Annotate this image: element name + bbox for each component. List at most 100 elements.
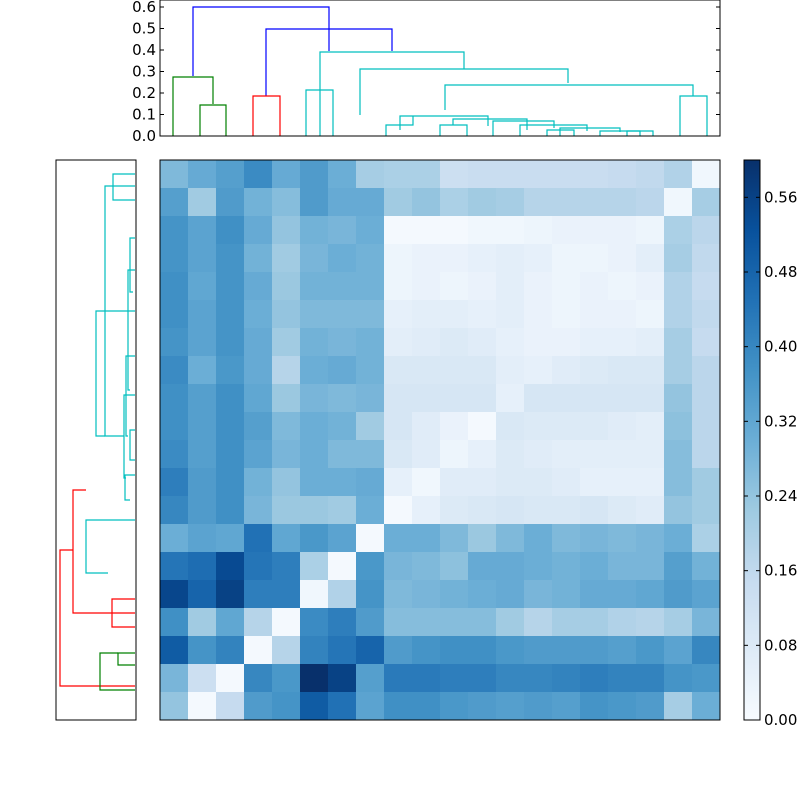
heatmap-cell [524, 216, 553, 245]
heatmap-cell [552, 356, 581, 385]
heatmap-cell [552, 412, 581, 441]
heatmap-cell [300, 496, 329, 525]
heatmap-cell [496, 328, 525, 357]
heatmap-cell [468, 244, 497, 273]
heatmap-cell [356, 636, 385, 665]
heatmap-cell [356, 160, 385, 189]
dendrogram-link [127, 269, 135, 391]
heatmap-cell [524, 636, 553, 665]
heatmap-cell [328, 244, 357, 273]
heatmap-cell [580, 356, 609, 385]
heatmap-cell [356, 244, 385, 273]
heatmap-cell [356, 440, 385, 469]
heatmap-cell [468, 216, 497, 245]
heatmap-cell [272, 356, 301, 385]
heatmap-cell [496, 692, 525, 721]
heatmap-cell [580, 160, 609, 189]
heatmap-cell [188, 300, 217, 329]
heatmap-cell [496, 216, 525, 245]
heatmap-cell [300, 384, 329, 413]
heatmap-cell [580, 496, 609, 525]
heatmap-cell [496, 496, 525, 525]
dendrogram-link [95, 310, 135, 437]
heatmap-cell [160, 664, 189, 693]
heatmap-cell [580, 636, 609, 665]
heatmap-cell [692, 160, 721, 189]
heatmap-cell [356, 356, 385, 385]
heatmap-cell [468, 496, 497, 525]
heatmap-cell [552, 328, 581, 357]
heatmap-cell [468, 552, 497, 581]
heatmap-cell [272, 328, 301, 357]
heatmap-cell [300, 216, 329, 245]
heatmap-cell [328, 356, 357, 385]
heatmap-cell [636, 384, 665, 413]
heatmap-cell [328, 524, 357, 553]
heatmap-cell [664, 412, 693, 441]
heatmap-cell [188, 188, 217, 217]
heatmap-cell [440, 272, 469, 301]
heatmap-cell [636, 300, 665, 329]
heatmap-cell [384, 440, 413, 469]
heatmap-cell [524, 244, 553, 273]
heatmap-cell [356, 412, 385, 441]
heatmap-cell [692, 524, 721, 553]
heatmap-cell [384, 244, 413, 273]
heatmap-cell [524, 552, 553, 581]
dendrogram-tick-label: 0.6 [132, 0, 156, 16]
heatmap-cell [580, 692, 609, 721]
heatmap-cell [608, 664, 637, 693]
heatmap-cell [468, 468, 497, 497]
dendrogram-tick-label: 0.5 [132, 20, 156, 38]
heatmap-cell [440, 524, 469, 553]
heatmap-cell [160, 692, 189, 721]
heatmap-cell [244, 524, 273, 553]
heatmap-cell [216, 608, 245, 637]
heatmap-cell [496, 356, 525, 385]
heatmap-cell [328, 440, 357, 469]
heatmap-cell [524, 412, 553, 441]
heatmap-cell [524, 160, 553, 189]
dendrogram-link [112, 173, 135, 201]
heatmap-cell [468, 272, 497, 301]
heatmap-cell [524, 692, 553, 721]
heatmap-cell [188, 524, 217, 553]
dendrogram-link [111, 598, 135, 628]
heatmap-cell [356, 216, 385, 245]
heatmap-cell [160, 552, 189, 581]
heatmap-cell [188, 384, 217, 413]
heatmap-cell [692, 496, 721, 525]
heatmap-cell [412, 244, 441, 273]
heatmap-cell [524, 496, 553, 525]
heatmap-cell [496, 244, 525, 273]
heatmap-cell [272, 384, 301, 413]
heatmap-cell [664, 272, 693, 301]
dendrogram-link [85, 519, 135, 574]
heatmap-cell [692, 580, 721, 609]
heatmap-cell [300, 188, 329, 217]
heatmap-cell [384, 692, 413, 721]
heatmap-cell [552, 188, 581, 217]
heatmap-cell [636, 664, 665, 693]
dendrogram-link [72, 489, 135, 614]
dendrogram-link [104, 185, 135, 437]
heatmap-cell [580, 664, 609, 693]
heatmap-cell [272, 440, 301, 469]
heatmap-cell [692, 188, 721, 217]
heatmap-cell [356, 468, 385, 497]
heatmap-cell [272, 188, 301, 217]
heatmap-cell [272, 664, 301, 693]
heatmap-cell [636, 356, 665, 385]
heatmap-cell [580, 608, 609, 637]
heatmap-cell [440, 608, 469, 637]
heatmap-cell [384, 580, 413, 609]
heatmap-cell [636, 244, 665, 273]
heatmap-cell [412, 216, 441, 245]
heatmap-cell [384, 272, 413, 301]
heatmap-cell [636, 328, 665, 357]
dendrogram-link [265, 28, 393, 96]
colorbar-tick-label: 0.16 [764, 562, 797, 580]
heatmap-cell [608, 468, 637, 497]
heatmap-cell [384, 328, 413, 357]
heatmap-cell [188, 356, 217, 385]
